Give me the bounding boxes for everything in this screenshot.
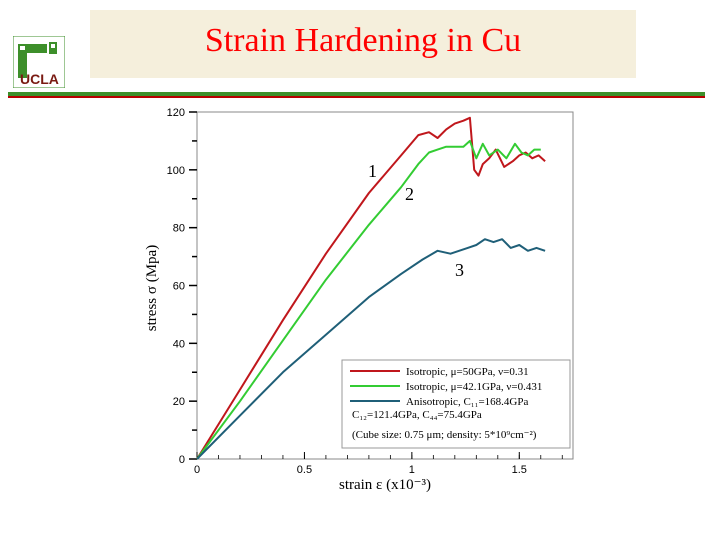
legend-label-anisotropic: Anisotropic, C₁₁=168.4GPa C₁₂=121.4GPa, … [352,396,531,421]
series-line-1 [196,116,546,460]
y-tick-label-100: 100 [167,165,185,177]
y-axis-title: stress σ (Mpa) [144,245,160,331]
y-tick-label-0: 0 [179,454,185,466]
y-tick-label-80: 80 [173,223,185,235]
legend: Isotropic, μ=50GPa, ν=0.31 Isotropic, μ=… [341,359,571,449]
x-axis-title: strain ε (x10⁻³) [339,477,431,493]
slide-title: Strain Hardening in Cu [204,22,522,59]
x-axis: 0 0.5 1 1.5 [194,452,563,476]
legend-label-isotropic-42: Isotropic, μ=42.1GPa, ν=0.431 [406,381,542,393]
annotation-2: 2 [405,184,414,204]
series-line-3 [196,238,546,460]
logo-text: UCLA [20,71,59,87]
y-tick-label-40: 40 [173,338,185,350]
x-tick-label-1.5: 1.5 [512,464,527,476]
header-rule-green [8,92,705,96]
x-tick-label-0: 0 [194,464,200,476]
annotation-1: 1 [368,161,377,181]
legend-label-isotropic-50: Isotropic, μ=50GPa, ν=0.31 [406,366,529,378]
y-axis: 0 20 40 60 80 100 120 [167,107,197,466]
x-tick-label-1: 1 [409,464,415,476]
legend-box [341,359,571,449]
y-tick-label-60: 60 [173,281,185,293]
header-rule-red [8,96,705,98]
x-tick-label-0.5: 0.5 [297,464,312,476]
series-lines [196,116,546,460]
title-background [90,10,636,78]
y-tick-label-20: 20 [173,396,185,408]
legend-note: (Cube size: 0.75 μm; density: 5*10⁹cm⁻²) [352,429,537,441]
y-tick-label-120: 120 [167,107,185,119]
ucla-logo: UCLA [13,36,65,88]
series-line-2 [196,139,541,460]
annotation-3: 3 [455,260,464,280]
